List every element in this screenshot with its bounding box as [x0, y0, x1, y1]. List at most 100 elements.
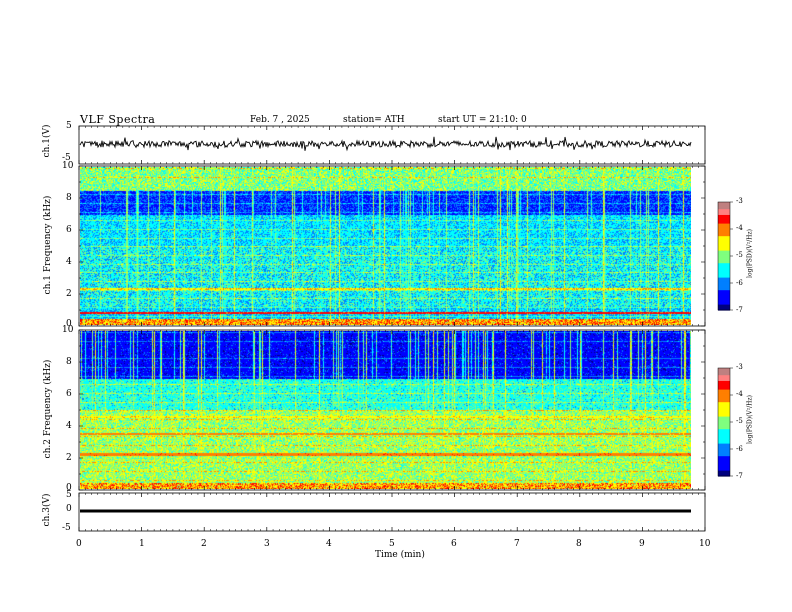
- colorbar-segment: [718, 407, 730, 410]
- colorbar-segment: [718, 384, 730, 387]
- colorbar-segment: [718, 393, 730, 396]
- colorbar-segment: [718, 274, 730, 277]
- colorbar-segment: [718, 447, 730, 450]
- colorbar-segment: [718, 248, 730, 252]
- colorbar-segment: [718, 308, 730, 311]
- colorbar-segment: [718, 441, 730, 445]
- colorbar-segment: [718, 414, 730, 418]
- colorbar-segment: [718, 413, 730, 416]
- colorbar-segment: [718, 443, 730, 446]
- colorbar-segment: [718, 216, 730, 219]
- colorbar-segment: [718, 268, 730, 271]
- colorbar-segment: [718, 467, 730, 470]
- colorbar-segment: [718, 304, 730, 307]
- colorbar-segment: [718, 299, 730, 302]
- colorbar-segment: [718, 438, 730, 441]
- colorbar-segment: [718, 400, 730, 403]
- colorbar-segment: [718, 272, 730, 275]
- ch1-spec-ytick-0: 0: [66, 319, 72, 329]
- colorbar-segment: [718, 395, 730, 398]
- colorbar-segment: [718, 227, 730, 230]
- colorbar-segment: [718, 293, 730, 297]
- colorbar-segment: [718, 283, 730, 286]
- colorbar-segment: [718, 218, 730, 221]
- colorbar-segment: [718, 297, 730, 300]
- ch3-ytick-neg5: -5: [62, 523, 71, 533]
- colorbar-segment: [718, 259, 730, 262]
- colorbar-segment: [718, 380, 730, 383]
- colorbar-segment: [718, 459, 730, 463]
- station-label: station= ATH: [343, 115, 405, 125]
- xaxis-label: Time (min): [375, 550, 425, 560]
- colorbar-segment: [718, 440, 730, 443]
- cb1-label: log(PSD)(V²/Hz): [746, 229, 754, 278]
- cb1-tick-neg6: -6: [736, 279, 743, 287]
- colorbar-segment: [718, 239, 730, 243]
- xtick-7: 7: [514, 539, 520, 549]
- colorbar-segment: [718, 301, 730, 304]
- ch1-voltage-trace: [79, 136, 692, 152]
- ch3-ytick-0: 0: [66, 504, 72, 514]
- colorbar-segment: [718, 214, 730, 217]
- axis-ticks: [78, 126, 706, 531]
- cb2-tick-neg5: -5: [736, 417, 743, 425]
- colorbar-segment: [718, 404, 730, 407]
- colorbar-segment: [718, 416, 730, 419]
- colorbar-segment: [718, 472, 730, 475]
- colorbar-segment: [718, 257, 730, 261]
- colorbar-fade: [718, 202, 730, 215]
- colorbar-segment: [718, 449, 730, 452]
- colorbar-segment: [718, 445, 730, 448]
- colorbar-segment: [718, 465, 730, 468]
- colorbar-segment: [718, 220, 730, 223]
- colorbar-segment: [718, 458, 730, 461]
- colorbar-segment: [718, 436, 730, 439]
- spectrogram-image: [80, 331, 691, 489]
- xtick-5: 5: [389, 539, 395, 549]
- ch1-voltage-panel: [78, 125, 706, 165]
- colorbar-segment: [718, 229, 730, 232]
- start-time-label: start UT = 21:10: 0: [438, 115, 527, 125]
- colorbar-segment: [718, 434, 730, 437]
- colorbar-segment: [718, 261, 730, 264]
- ch2-spectrogram-heatmap: [80, 331, 691, 489]
- xtick-10: 10: [699, 539, 711, 549]
- ch1-spec-ytick-2: 2: [66, 289, 72, 299]
- ch2-spec-ytick-0: 0: [66, 483, 72, 493]
- colorbar-segment: [718, 277, 730, 280]
- colorbar-segment: [718, 432, 730, 436]
- ch1-ytick-neg5: -5: [62, 153, 71, 163]
- cb1-tick-neg5: -5: [736, 251, 743, 259]
- ch2-colorbar: [717, 367, 733, 477]
- cb2-tick-neg4: -4: [736, 390, 743, 398]
- colorbar-segment: [718, 256, 730, 259]
- xtick-3: 3: [264, 539, 270, 549]
- colorbar-segment: [718, 461, 730, 464]
- colorbar-segment: [718, 405, 730, 409]
- colorbar-segment: [718, 270, 730, 273]
- colorbar-segment: [718, 386, 730, 389]
- cb1-tick-neg7: -7: [736, 306, 743, 314]
- ch1-spec-ytick-6: 6: [66, 225, 72, 235]
- colorbar-segment: [718, 450, 730, 454]
- ch2-spec-ytick-4: 4: [66, 421, 72, 431]
- xtick-0: 0: [76, 539, 82, 549]
- ch1-spectrogram-heatmap: [80, 167, 691, 325]
- cb2-label: log(PSD)(V²/Hz): [746, 395, 754, 444]
- colorbar-segment: [718, 398, 730, 401]
- colorbar-segment: [718, 241, 730, 244]
- cb1-tick-neg3: -3: [736, 197, 743, 205]
- colorbar-segment: [718, 288, 730, 291]
- colorbar-segment: [718, 223, 730, 226]
- colorbar-segment: [718, 302, 730, 306]
- colorbar-segment: [718, 275, 730, 279]
- colorbar-segment: [718, 306, 730, 309]
- colorbar-segment: [718, 456, 730, 459]
- colorbar-segment: [718, 418, 730, 421]
- colorbar-segment: [718, 279, 730, 282]
- ch1-spec-ytick-8: 8: [66, 193, 72, 203]
- colorbar-segment: [718, 420, 730, 423]
- ch1-colorbar: [717, 201, 733, 311]
- colorbar-segment: [718, 236, 730, 239]
